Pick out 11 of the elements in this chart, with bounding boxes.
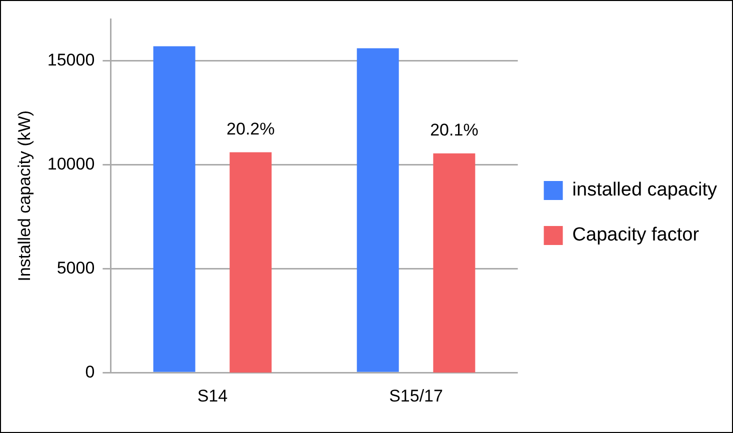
y-tick-label: 15000 [47, 50, 95, 70]
x-tick-label: S14 [197, 386, 228, 406]
x-tick-label: S15/17 [389, 386, 443, 406]
y-tick-label: 10000 [47, 154, 95, 174]
y-tick-label: 0 [85, 362, 95, 382]
data-label: 20.2% [226, 119, 275, 138]
data-label: 20.1% [430, 120, 478, 140]
legend-label: Capacity factor [572, 224, 700, 246]
legend-label: installed capacity [572, 180, 718, 201]
y-axis-title: Installed capacity (kW) [14, 110, 34, 282]
y-tick-label: 5000 [56, 258, 95, 278]
